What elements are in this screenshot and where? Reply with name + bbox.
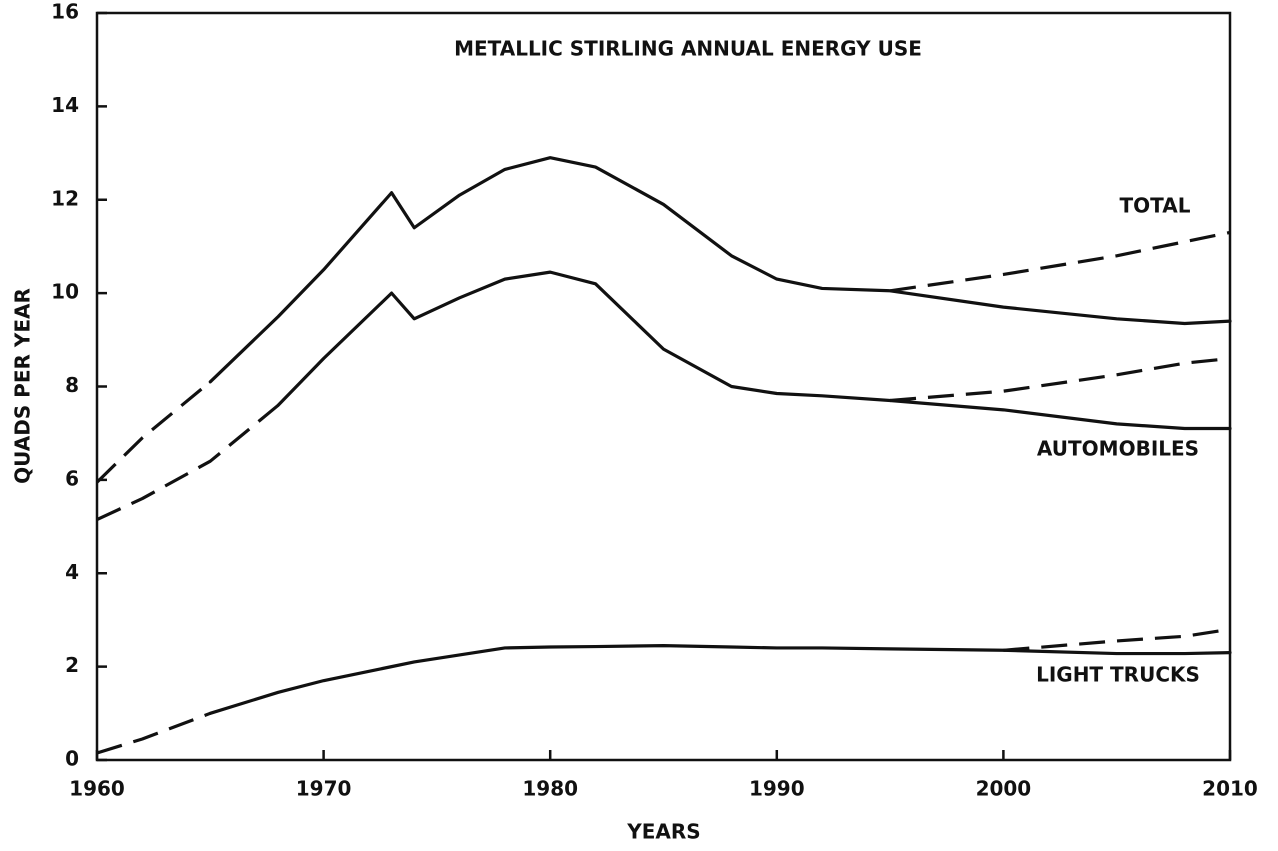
projection-line: [889, 356, 1231, 403]
projection-line: [889, 230, 1231, 293]
series-line: [208, 644, 1232, 715]
projection-line: [96, 403, 280, 522]
x-tick-label: 1980: [522, 777, 578, 801]
y-tick-label: 4: [65, 560, 79, 584]
series-label: TOTAL: [1120, 194, 1191, 218]
y-axis-label: QUADS PER YEAR: [11, 288, 35, 484]
y-tick-label: 8: [65, 373, 79, 397]
projection-line: [95, 380, 212, 484]
y-tick-label: 6: [65, 466, 79, 490]
series-line: [276, 270, 1232, 431]
x-tick-label: 1970: [296, 777, 352, 801]
series-label: AUTOMOBILES: [1037, 437, 1199, 461]
y-tick-label: 0: [65, 747, 79, 771]
projection-line: [96, 711, 211, 755]
y-tick-label: 14: [51, 93, 79, 117]
x-tick-label: 1960: [69, 777, 125, 801]
x-tick-label: 2000: [976, 777, 1032, 801]
plot-frame: [95, 11, 1232, 762]
series-label: LIGHT TRUCKS: [1036, 663, 1200, 687]
x-tick-label: 1990: [749, 777, 805, 801]
x-tick-label: 2010: [1202, 777, 1258, 801]
projection-line: [1003, 627, 1231, 652]
x-axis-label: YEARS: [626, 820, 700, 844]
y-tick-label: 10: [51, 280, 79, 304]
series-line: [208, 156, 1232, 384]
y-tick-label: 12: [51, 186, 79, 210]
y-tick-label: 16: [51, 0, 79, 24]
chart-title: METALLIC STIRLING ANNUAL ENERGY USE: [454, 37, 922, 61]
y-tick-label: 2: [65, 653, 79, 677]
